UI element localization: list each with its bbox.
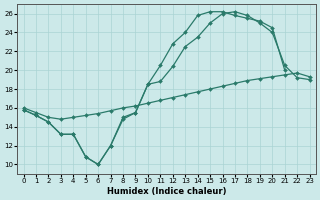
X-axis label: Humidex (Indice chaleur): Humidex (Indice chaleur) <box>107 187 226 196</box>
